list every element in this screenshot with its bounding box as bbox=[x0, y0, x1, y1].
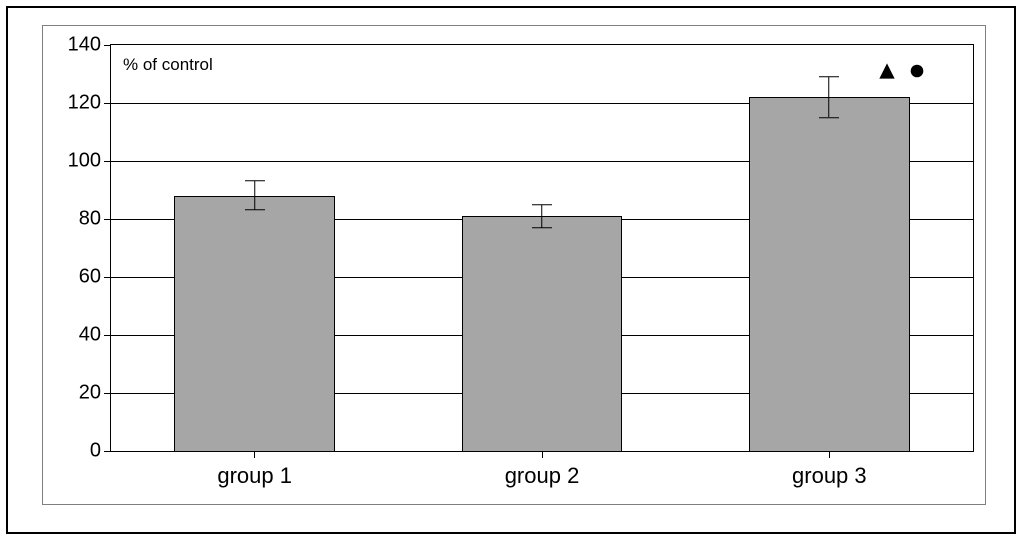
errorbar-cap-bottom bbox=[245, 210, 265, 211]
errorbar bbox=[254, 181, 255, 210]
ytick-label: 80 bbox=[79, 208, 111, 231]
bar bbox=[462, 216, 623, 451]
triangle-marker-icon bbox=[879, 63, 896, 80]
ytick-label: 60 bbox=[79, 266, 111, 289]
plot-area: % of control 020406080100120140group 1gr… bbox=[110, 44, 974, 452]
errorbar-cap-top bbox=[819, 76, 839, 77]
ytick-label: 140 bbox=[68, 34, 111, 57]
circle-marker-icon bbox=[910, 64, 924, 78]
errorbar-cap-bottom bbox=[819, 117, 839, 118]
ytick-label: 20 bbox=[79, 382, 111, 405]
ytick-label: 120 bbox=[68, 92, 111, 115]
xtick-label: group 1 bbox=[217, 451, 292, 489]
ytick-label: 0 bbox=[90, 440, 111, 463]
errorbar bbox=[829, 77, 830, 118]
errorbar-cap-top bbox=[245, 181, 265, 182]
bar bbox=[749, 97, 910, 451]
ytick-label: 100 bbox=[68, 150, 111, 173]
xtick-label: group 2 bbox=[505, 451, 580, 489]
errorbar bbox=[541, 205, 542, 228]
inset-label: % of control bbox=[123, 55, 213, 75]
xtick-label: group 3 bbox=[792, 451, 867, 489]
errorbar-cap-bottom bbox=[532, 227, 552, 228]
bar bbox=[174, 196, 335, 451]
errorbar-cap-top bbox=[532, 204, 552, 205]
ytick-label: 40 bbox=[79, 324, 111, 347]
